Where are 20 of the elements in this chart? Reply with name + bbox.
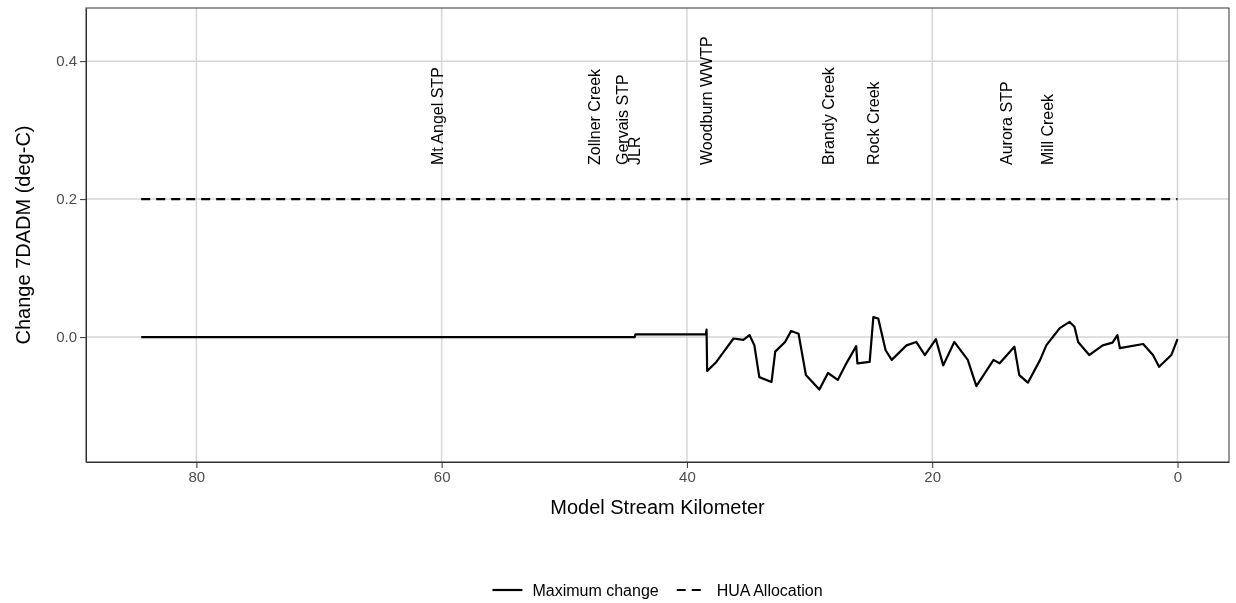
annotation: Brandy Creek	[820, 66, 837, 165]
y-tick-label: 0.4	[56, 52, 77, 70]
legend-label: HUA Allocation	[716, 582, 823, 599]
y-tick-label: 0.0	[56, 328, 77, 346]
x-tick-label: 40	[679, 467, 696, 485]
x-axis-title: Model Stream Kilometer	[550, 496, 766, 518]
annotation: Aurora STP	[998, 81, 1015, 165]
y-axis-title: Change 7DADM (deg-C)	[12, 125, 34, 345]
annotation: Zollner Creek	[586, 67, 603, 165]
annotation: Rock Creek	[865, 80, 882, 165]
annotation: Mt Angel STP	[429, 67, 446, 165]
x-tick-label: 20	[924, 467, 942, 485]
annotation: Woodburn WWTP	[698, 36, 715, 165]
x-tick-label: 0	[1173, 467, 1183, 485]
y-tick-label: 0.2	[56, 190, 77, 208]
x-tick-label: 60	[433, 467, 451, 485]
annotation: Mill Creek	[1039, 92, 1056, 165]
legend-label: Maximum change	[532, 582, 659, 599]
line-series	[140, 316, 1179, 391]
x-tick-label: 80	[188, 467, 206, 485]
